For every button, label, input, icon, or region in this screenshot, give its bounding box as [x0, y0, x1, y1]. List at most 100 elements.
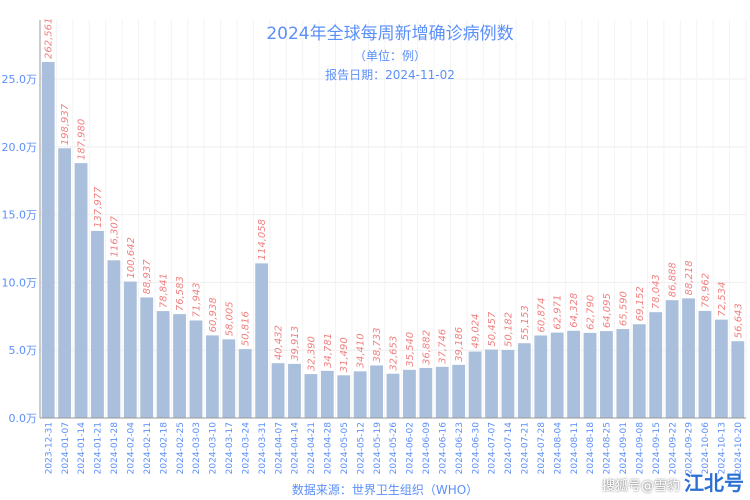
report-date: 报告日期：2024-11-02	[325, 67, 455, 82]
bar	[189, 320, 203, 418]
bar	[616, 329, 630, 418]
x-tick-label: 2024-03-24	[241, 422, 251, 475]
y-tick-label: 0.0万	[9, 412, 38, 425]
bar	[304, 374, 318, 418]
bar	[550, 332, 564, 418]
x-tick-label: 2024-07-07	[488, 422, 498, 474]
bar	[698, 310, 712, 418]
data-label: 69,152	[635, 286, 646, 321]
x-tick-label: 2023-12-31	[44, 422, 54, 474]
x-tick-label: 2024-03-10	[209, 422, 219, 475]
bar	[222, 339, 236, 418]
bar	[452, 364, 466, 418]
y-tick-label: 20.0万	[2, 141, 38, 154]
x-tick-label: 2024-01-21	[94, 422, 104, 474]
data-label: 37,746	[438, 329, 449, 364]
watermark: 搜狐号@雪豹 江北号	[602, 467, 744, 496]
x-tick-label: 2024-03-31	[258, 422, 268, 474]
bar	[600, 331, 613, 418]
data-label: 50,816	[241, 311, 252, 346]
data-label: 56,643	[733, 303, 744, 338]
chart-subtitle: （单位：例）	[354, 48, 426, 63]
x-tick-label: 2024-09-08	[635, 422, 645, 475]
bar	[632, 324, 646, 418]
x-tick-label: 2024-04-07	[274, 422, 284, 474]
x-tick-label: 2024-06-30	[471, 422, 481, 475]
bar	[386, 373, 400, 418]
data-label: 32,653	[389, 336, 400, 371]
bar	[567, 330, 581, 418]
y-tick-label: 15.0万	[2, 209, 38, 222]
data-label: 34,781	[323, 333, 334, 368]
x-tick-label: 2024-07-21	[521, 422, 531, 474]
bar	[156, 311, 170, 418]
x-tick-label: 2024-08-11	[570, 422, 580, 474]
x-tick-label: 2024-02-04	[127, 422, 137, 475]
bar	[271, 363, 285, 418]
data-label: 49,024	[471, 314, 482, 349]
x-tick-label: 2024-01-28	[110, 422, 120, 475]
data-label: 40,432	[274, 325, 285, 360]
data-label: 116,307	[109, 215, 120, 257]
x-tick-label: 2024-09-15	[652, 422, 662, 474]
data-label: 86,888	[668, 262, 679, 297]
data-label: 187,980	[77, 119, 88, 160]
watermark-brand: 江北号	[684, 471, 744, 495]
x-tick-label: 2024-05-26	[389, 422, 399, 475]
x-tick-label: 2024-01-14	[77, 422, 87, 475]
data-label: 35,540	[405, 332, 416, 367]
bar	[665, 300, 679, 418]
x-tick-label: 2024-04-21	[307, 422, 317, 474]
bar	[107, 260, 121, 418]
data-label: 137,977	[93, 186, 104, 228]
data-label: 88,218	[684, 260, 695, 295]
data-label: 50,182	[503, 312, 514, 347]
data-label: 55,153	[520, 305, 531, 340]
data-label: 100,642	[126, 237, 137, 278]
bar	[370, 365, 383, 418]
data-label: 36,882	[421, 330, 432, 365]
x-tick-label: 2024-06-09	[422, 422, 432, 475]
x-tick-label: 2024-10-20	[734, 422, 744, 475]
data-label: 64,328	[569, 293, 580, 328]
data-label: 198,937	[60, 103, 71, 145]
x-tick-label: 2024-09-29	[685, 422, 695, 475]
bar	[501, 349, 515, 418]
data-label: 114,058	[257, 219, 268, 260]
x-tick-label: 2024-04-28	[324, 422, 334, 475]
data-label: 88,937	[142, 259, 153, 295]
bar	[435, 366, 449, 418]
data-label: 72,534	[717, 282, 728, 317]
bar	[58, 148, 72, 418]
x-tick-label: 2024-05-12	[356, 422, 366, 474]
data-label: 76,583	[175, 276, 186, 311]
x-tick-label: 2024-01-07	[61, 422, 71, 474]
x-tick-label: 2024-03-17	[225, 422, 235, 474]
data-label: 262,561	[44, 18, 55, 59]
x-tick-label: 2024-08-04	[553, 422, 563, 475]
data-label: 50,457	[487, 311, 498, 347]
y-tick-label: 5.0万	[9, 344, 38, 357]
x-tick-label: 2024-02-25	[176, 422, 186, 474]
y-tick-label: 25.0万	[2, 73, 38, 86]
data-label: 34,410	[356, 333, 367, 368]
data-label: 58,005	[224, 301, 235, 336]
bar	[205, 335, 219, 418]
bar	[649, 312, 663, 418]
x-tick-label: 2024-06-23	[455, 422, 465, 474]
x-tick-label: 2024-09-01	[619, 422, 629, 474]
bar	[403, 369, 416, 418]
data-label: 78,841	[159, 273, 170, 308]
x-tick-label: 2024-09-22	[668, 422, 678, 474]
data-label: 39,913	[290, 326, 301, 361]
data-label: 32,390	[306, 336, 317, 371]
x-tick-label: 2024-02-11	[143, 422, 153, 474]
x-tick-label: 2024-05-19	[373, 422, 383, 475]
x-tick-label: 2024-02-18	[159, 422, 169, 475]
chart-title: 2024年全球每周新增确诊病例数	[266, 24, 513, 44]
x-tick-label: 2024-07-14	[504, 422, 514, 475]
bar	[468, 351, 482, 418]
bar	[74, 163, 88, 418]
x-tick-label: 2024-04-14	[291, 422, 301, 475]
